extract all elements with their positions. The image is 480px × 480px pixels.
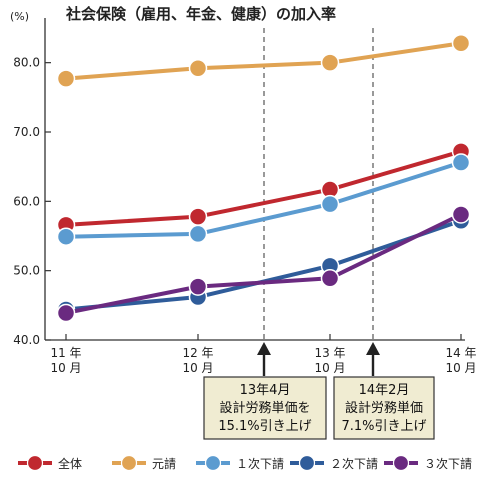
legend-swatch-marker [204, 454, 222, 472]
data-point [451, 153, 471, 172]
y-tick-label: 80.0 [13, 56, 40, 70]
event-arrow-head-icon [257, 342, 271, 355]
data-point [56, 303, 76, 323]
data-point [451, 205, 471, 224]
x-tick-label-year: 11 年 [50, 346, 81, 360]
y-unit-label: (%) [10, 10, 29, 23]
annotation-text: 14年2月 [359, 383, 410, 398]
annotation-text: 7.1%引き上げ [341, 419, 426, 434]
legend-swatch-marker [26, 454, 44, 472]
series-line [64, 212, 463, 315]
series-line [64, 41, 463, 81]
x-tick-label-month: 10 月 [50, 361, 81, 375]
data-point [188, 224, 208, 244]
annotation-text: 13年4月 [240, 383, 291, 398]
y-tick-label: 70.0 [13, 125, 40, 139]
data-point [56, 227, 76, 246]
annotation-text: 設計労務単価を [219, 400, 310, 416]
x-tick-label-month: 10 月 [314, 361, 345, 375]
legend-label: 元請 [152, 457, 176, 471]
data-point [188, 207, 208, 226]
series-line [64, 149, 463, 227]
series-layer [56, 34, 471, 323]
y-tick-label: 50.0 [13, 264, 40, 278]
legend-label: ２次下請 [330, 457, 378, 471]
annotation-text: 設計労務単価 [345, 400, 423, 416]
data-point [320, 269, 340, 288]
data-point [451, 34, 471, 53]
event-arrow-head-icon [366, 342, 380, 355]
data-point [320, 53, 340, 72]
y-tick-label: 40.0 [13, 333, 40, 347]
annotation-text: 15.1%引き上げ [218, 419, 311, 434]
legend-swatch-marker [120, 454, 138, 472]
data-point [56, 69, 76, 88]
legend-label: ３次下請 [424, 457, 472, 471]
axes: 40.050.060.070.080.011 年10 月12 年10 月13 年… [13, 18, 477, 375]
legend-label: 全体 [58, 456, 82, 471]
annotation-box [333, 376, 435, 440]
x-tick-label-year: 12 年 [182, 346, 213, 360]
legend-swatch-marker [298, 454, 316, 472]
chart-title: 社会保険（雇用、年金、健康）の加入率 [65, 5, 336, 23]
x-tick-label-month: 10 月 [445, 361, 476, 375]
y-tick-label: 60.0 [13, 194, 40, 208]
legend-swatch-marker [392, 454, 410, 472]
data-point [188, 58, 208, 78]
x-tick-label-year: 13 年 [314, 346, 345, 360]
data-point [188, 277, 208, 296]
x-tick-label-month: 10 月 [182, 361, 213, 375]
legend: 全体 元請 １次下請 ２次下請 ３次下請 [18, 454, 472, 472]
legend-label: １次下請 [236, 457, 284, 471]
x-tick-label-year: 14 年 [445, 346, 476, 360]
event-lines [257, 28, 380, 376]
annotation-box [203, 376, 327, 440]
data-point [320, 194, 340, 214]
series-line [64, 160, 463, 239]
